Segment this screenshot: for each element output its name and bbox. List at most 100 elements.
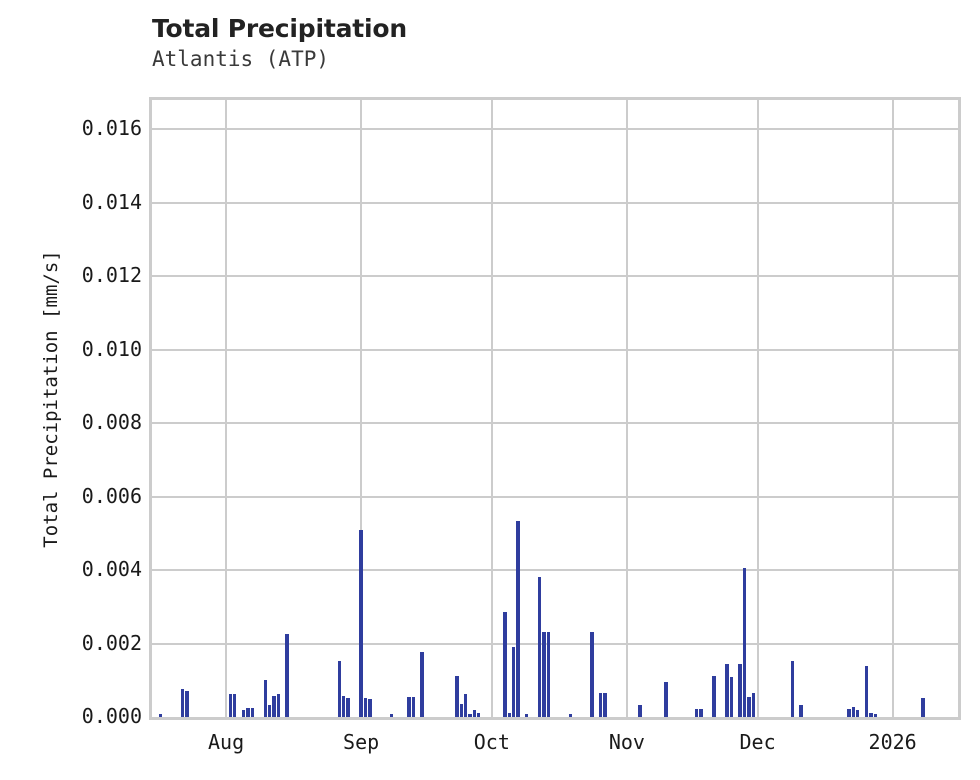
bar [407,696,411,717]
y-axis-tick-label: 0.006 [81,483,142,508]
bar [799,705,803,717]
bar [729,677,734,717]
axis-spine-right [958,97,961,720]
bar [250,707,254,717]
x-axis-tick-label: Oct [473,730,510,754]
gridline-horizontal [152,275,958,278]
bar [180,688,185,717]
x-axis-tick-label: Dec [739,730,776,754]
gridline-horizontal [152,642,958,645]
bar [738,663,742,717]
bar [363,697,368,717]
bar [542,631,546,717]
bar [346,697,350,717]
bar [921,697,925,717]
bar [699,708,703,717]
bar [603,693,607,717]
bar [420,651,424,717]
plot-area [149,97,961,720]
bar [267,705,272,717]
bar [337,661,342,717]
bar [869,712,873,717]
x-axis-tick-labels: Aug Sep Oct Nov Dec 2026 [152,724,958,764]
bar [276,694,281,717]
bar [864,666,869,717]
x-axis-tick-label: Aug [208,730,245,754]
bar [477,712,481,717]
bar [411,696,416,717]
bar [546,631,551,717]
gridline-horizontal [152,422,958,425]
bar [664,682,668,717]
bar [455,675,459,717]
bar [538,576,542,717]
gridline-vertical [625,100,628,717]
bar [233,694,237,717]
bar [285,634,289,717]
page-title: Total Precipitation [152,14,407,43]
bar [389,714,394,717]
bar [856,710,860,717]
bar [263,679,267,717]
y-axis-tick-label: 0.008 [81,410,142,435]
axis-spine-bottom [149,717,961,720]
y-axis-tick-label: 0.014 [81,189,142,214]
bar [568,714,572,717]
bar [747,696,751,717]
x-axis-tick-label: Nov [608,730,645,754]
bar [507,712,511,717]
gridline-vertical [490,100,493,717]
bar [272,695,276,717]
y-axis-tick-label: 0.016 [81,116,142,141]
gridline-horizontal [152,569,958,572]
bar [873,714,877,717]
bar [185,690,189,717]
chart-subtitle: Atlantis (ATP) [152,47,330,71]
bar [790,661,795,717]
bar [368,699,372,717]
bar [511,646,516,717]
bar [159,714,163,717]
axis-spine-left [149,97,152,720]
bar [359,529,363,717]
bar [228,694,233,717]
bar [599,693,603,717]
gridline-vertical [756,100,759,717]
bar [246,707,250,717]
bar [712,675,716,717]
bar [725,663,729,717]
y-axis-tick-label: 0.004 [81,557,142,582]
y-axis-tick-label: 0.002 [81,630,142,655]
title-block: Total Precipitation Atlantis (ATP) [152,14,852,73]
y-axis-tick-labels: 0.000 0.002 0.004 0.006 0.008 0.010 0.012 0.014… [10,100,142,728]
gridline-horizontal [152,495,958,498]
axis-spine-top [149,97,961,100]
gridline-vertical [225,100,228,717]
y-axis-tick-label: 0.010 [81,336,142,361]
gridline-vertical [891,100,894,717]
bar [241,710,246,717]
gridline-vertical [360,100,363,717]
bar [751,693,755,717]
bar [472,710,477,717]
bar [459,704,464,717]
bar [468,714,472,717]
bar [463,694,468,717]
bar [638,705,642,717]
bar [524,714,529,717]
gridline-horizontal [152,201,958,204]
bar [516,520,520,717]
bar [590,631,594,717]
gridline-horizontal [152,348,958,351]
bar [742,568,747,717]
bar [503,612,507,717]
y-axis-tick-label: 0.000 [81,704,142,728]
bar [847,708,851,717]
bar [341,695,346,717]
x-axis-tick-label: 2026 [868,730,917,754]
bar-series [152,100,958,717]
bar [851,706,856,717]
x-axis-tick-label: Sep [343,730,380,754]
bar [694,708,699,717]
